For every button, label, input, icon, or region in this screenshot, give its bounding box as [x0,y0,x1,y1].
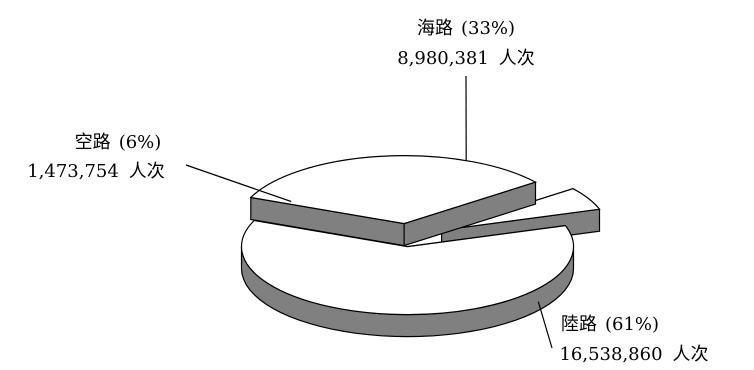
label-air-value: 1,473,754 人次 [27,161,165,182]
slice-sea [249,155,538,247]
leader-air [185,164,292,203]
label-land-value: 16,538,860 人次 [559,344,708,365]
label-sea-value: 8,980,381 人次 [397,48,535,69]
label-land-name: 陸路 (61%) [561,314,659,335]
leader-lines [185,75,553,349]
slice-sea-top [249,155,538,225]
pie-slices [240,155,601,338]
slice-land-top [240,219,575,316]
label-sea-name: 海路 (33%) [417,18,515,39]
slice-land [240,219,575,338]
leader-land [537,301,553,349]
label-air-name: 空路 (6%) [75,132,162,153]
